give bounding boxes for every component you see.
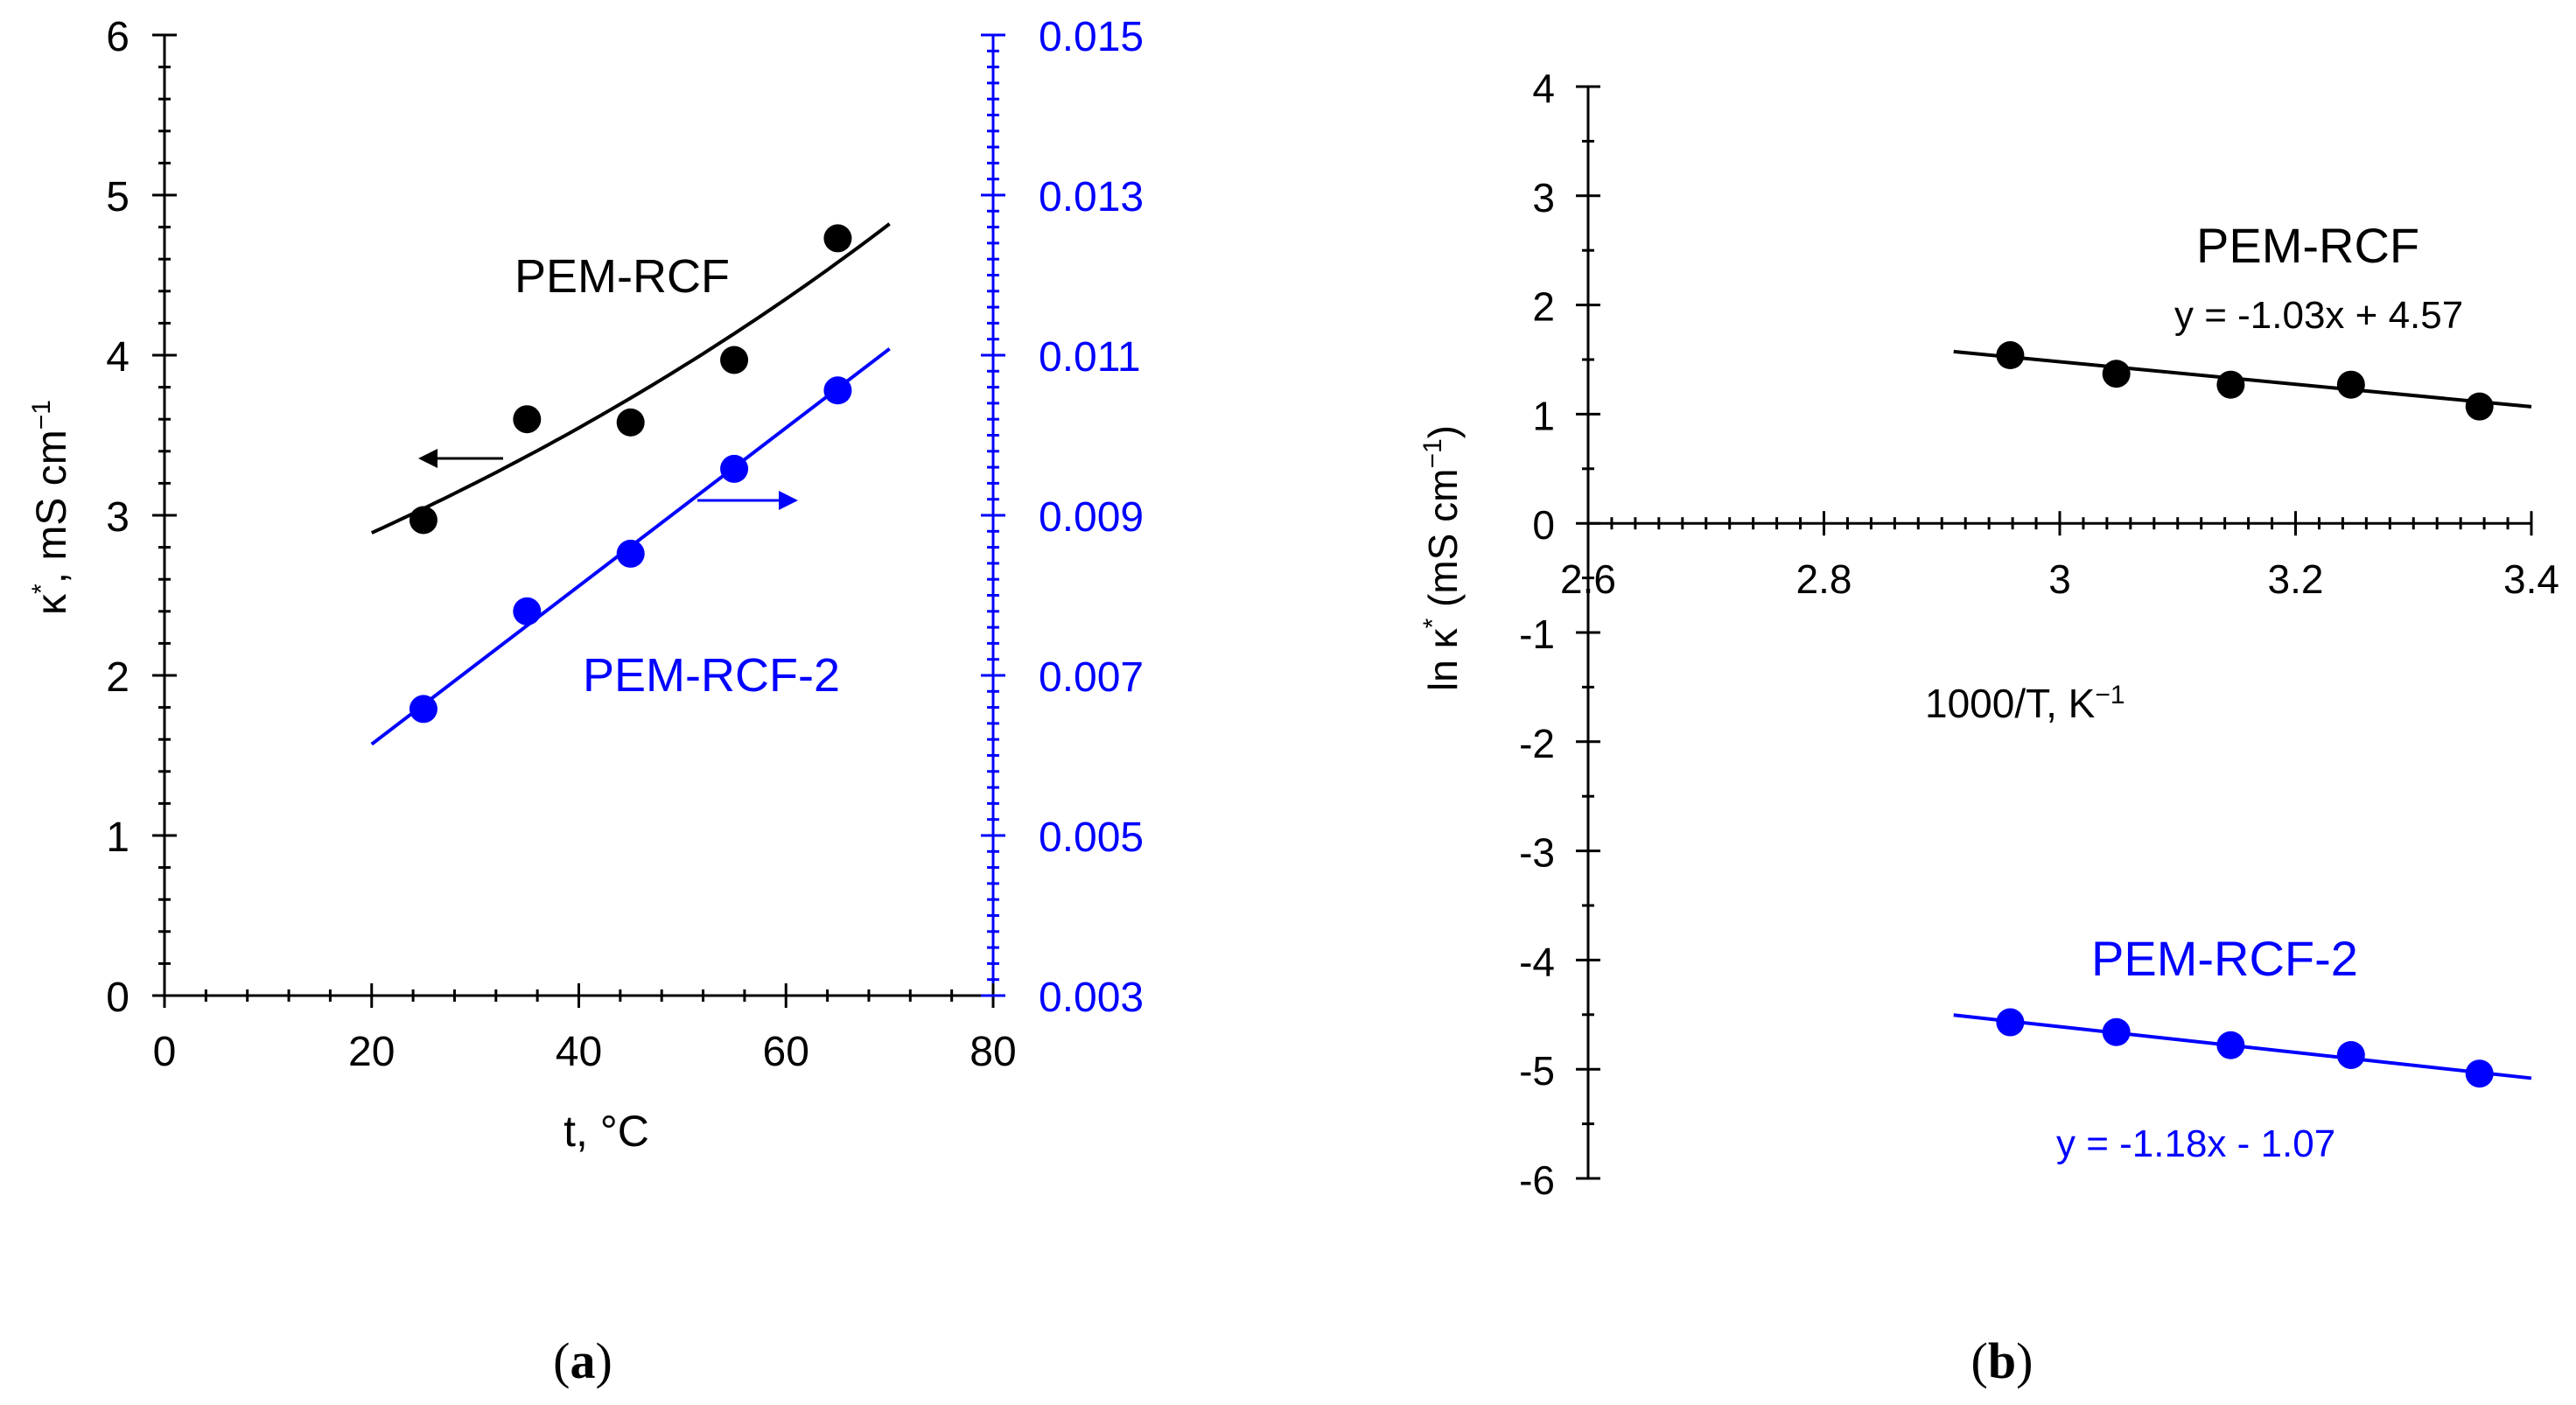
data-point-pem-rcf-b [1996,341,2025,370]
left-y-tick-label: 2 [106,654,130,701]
right-y-tick-label: 0.013 [1039,174,1144,220]
y-unit-close: ) [1420,425,1466,438]
ln-kappa-text: ln κ [1420,627,1466,691]
data-point-pem-rcf-2 [720,454,749,483]
series-label-pem-rcf: PEM-RCF [514,250,730,303]
fit-line-pem-rcf [370,222,891,535]
left-y-tick-label: 1 [106,814,130,861]
chart-a-y-axis-title: κ*, mS cm−1 [27,400,75,615]
data-point-pem-rcf [823,224,852,253]
x-tick-label: 80 [970,1029,1016,1075]
data-point-pem-rcf-2 [823,376,852,405]
right-y-tick-label: 0.005 [1039,814,1144,861]
x-tick-label: 0 [153,1029,177,1075]
y-tick-label-b: -2 [1519,721,1555,766]
y-unit-exponent: −1 [27,400,56,430]
chart-a-axes [152,33,1005,1008]
x-tick-label-b: 2.8 [1796,556,1852,602]
series-label-pem-rcf-b: PEM-RCF [2196,218,2419,273]
data-point-pem-rcf [720,346,749,374]
x-tick-label-b: 3 [2048,556,2071,602]
series-label-pem-rcf-2: PEM-RCF-2 [583,649,840,702]
right-y-tick-label: 0.015 [1039,14,1144,60]
kappa-superscript-b: * [1418,618,1447,628]
chart-b-axes [1576,85,2533,1180]
x-tick-label-b: 3.4 [2503,556,2559,602]
data-point-pem-rcf-2 [409,695,438,723]
chart-a-points [409,224,852,723]
left-y-tick-label: 0 [106,975,130,1021]
equation-pem-rcf-2: y = -1.18x - 1.07 [2056,1122,2335,1165]
chart-b-x-axis-title: 1000/T, K−1 [1925,681,2125,726]
data-point-pem-rcf [513,405,542,434]
x-tick-label: 20 [348,1029,395,1075]
y-tick-label-b: -6 [1519,1157,1555,1203]
data-point-pem-rcf-2-b [2465,1059,2494,1088]
chart-b-points [1996,341,2494,1088]
chart-b-y-axis-title: ln κ* (mS cm−1) [1418,425,1466,691]
x-unit-exponent: −1 [2095,681,2124,709]
x-tick-label: 40 [556,1029,602,1075]
y-tick-label-b: -3 [1519,830,1555,876]
kappa-symbol: κ [29,593,75,615]
data-point-pem-rcf-2-b [2336,1040,2365,1069]
chart-b: -6 -5 -4 -3 -2 -1 0 1 2 3 4 2.6 2.8 3 3.2 3.4 PEM-RCF y… [1418,66,2559,1389]
right-y-tick-label: 0.007 [1039,654,1144,701]
y-tick-label-b: 3 [1532,175,1555,220]
left-y-tick-label: 3 [106,494,130,541]
data-point-pem-rcf-2 [616,539,645,568]
chart-a-x-axis-title: t, °C [564,1107,649,1156]
equation-pem-rcf: y = -1.03x + 4.57 [2174,294,2463,337]
y-tick-label-b: -5 [1519,1048,1555,1094]
kappa-superscript: * [27,584,56,594]
y-unit-exponent-b: −1 [1418,438,1447,468]
right-y-tick-label: 0.003 [1039,975,1144,1021]
y-unit-text: , mS cm [29,430,75,584]
data-point-pem-rcf [409,506,438,535]
data-point-pem-rcf-b [2102,360,2131,388]
data-point-pem-rcf-2 [513,597,542,626]
panel-label-a: (a) [553,1332,612,1389]
y-tick-label-b: -1 [1519,612,1555,657]
y-tick-label-b: 1 [1532,393,1555,438]
left-y-tick-label: 5 [106,174,130,220]
x-tick-label-b: 2.6 [1560,556,1616,602]
panel-label-b: (b) [1971,1332,2034,1389]
x-tick-label-b: 3.2 [2268,556,2324,602]
data-point-pem-rcf-2-b [2102,1017,2131,1046]
data-point-pem-rcf-2-b [2216,1031,2245,1059]
data-point-pem-rcf-b [2336,370,2365,399]
series-label-pem-rcf-2-b: PEM-RCF-2 [2091,931,2358,986]
right-y-tick-label: 0.009 [1039,494,1144,541]
y-tick-label-b: 4 [1532,66,1555,111]
left-y-tick-label: 4 [106,334,130,381]
y-unit-text-b: (mS cm [1420,469,1466,619]
data-point-pem-rcf-b [2465,392,2494,421]
chart-b-tick-labels: -6 -5 -4 -3 -2 -1 0 1 2 3 4 2.6 2.8 3 3.2 3.4 [1519,66,2559,1203]
right-axis-arrow [697,491,798,510]
y-tick-label-b: -4 [1519,939,1555,984]
data-point-pem-rcf [616,408,645,437]
data-point-pem-rcf-b [2216,370,2245,399]
y-tick-label-b: 0 [1532,502,1555,548]
x-tick-label: 60 [763,1029,809,1075]
y-tick-label-b: 2 [1532,284,1555,330]
data-point-pem-rcf-2-b [1996,1008,2025,1037]
left-y-tick-label: 6 [106,14,130,60]
left-axis-arrow [418,449,503,468]
right-y-tick-label: 0.011 [1039,334,1141,381]
